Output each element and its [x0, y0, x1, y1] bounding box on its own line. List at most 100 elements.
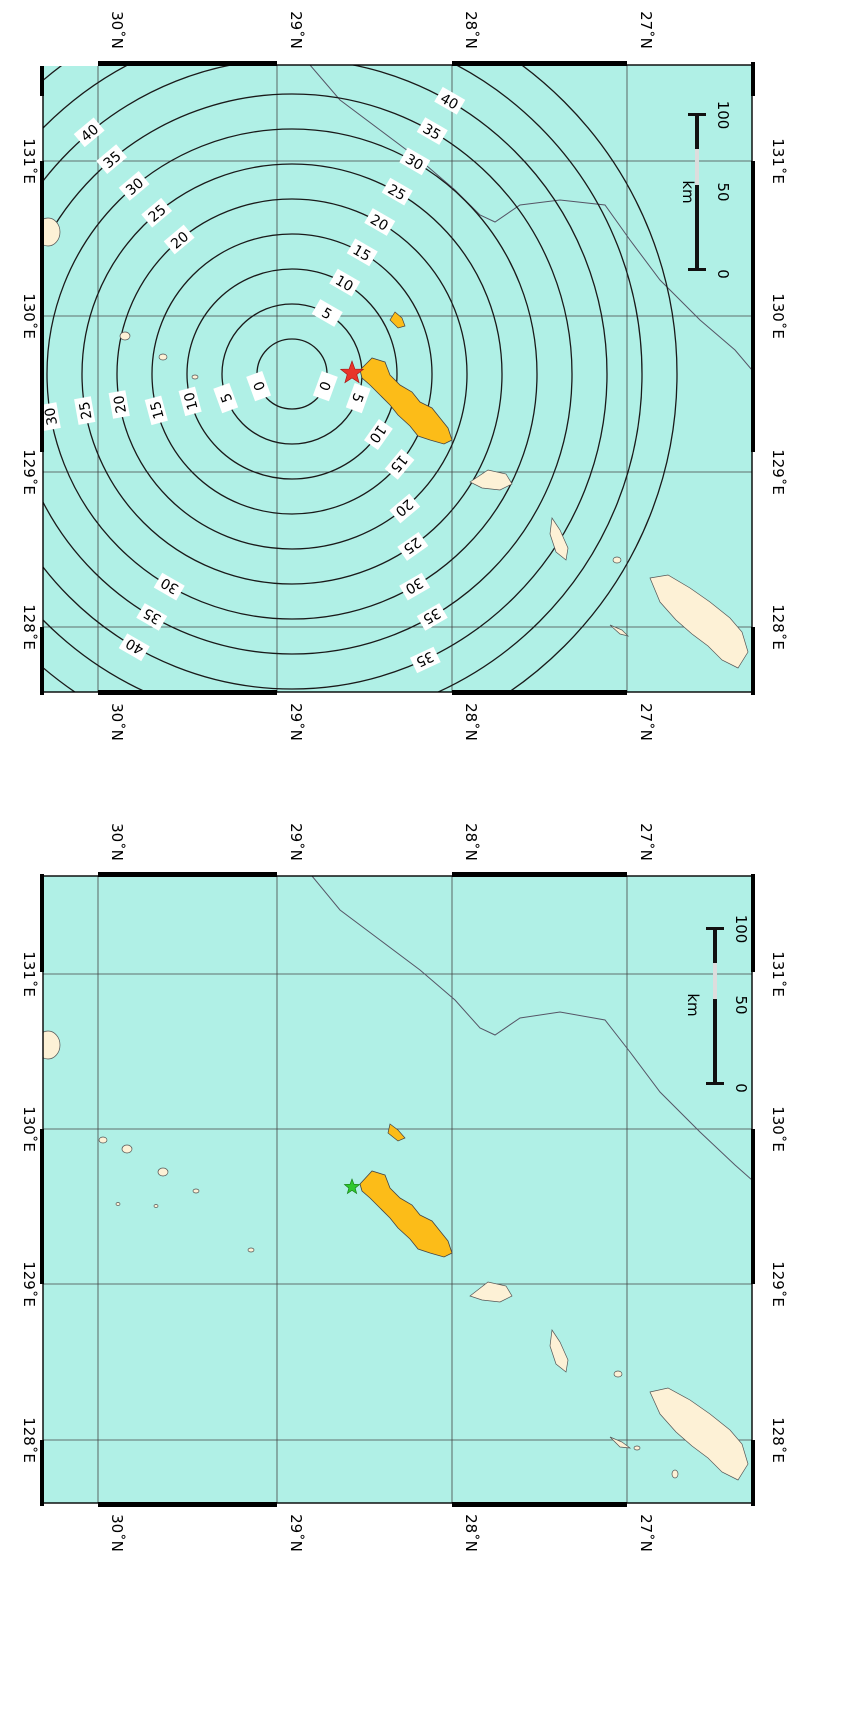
scale-tick-0: 0: [714, 269, 732, 279]
lon-label-right: 131˚E: [769, 138, 787, 184]
scale-tick-100: 100: [714, 101, 732, 130]
contour-label: 20: [364, 208, 396, 236]
lon-label-left: 130˚E: [20, 293, 38, 339]
contour-label: 40: [118, 633, 150, 662]
svg-text:20: 20: [367, 212, 390, 235]
lat-label-top: 27˚N: [637, 11, 655, 49]
contour-label: 5: [311, 299, 343, 327]
contour-ring: [81, 163, 503, 585]
svg-text:40: 40: [437, 91, 460, 114]
contour-label: 25: [74, 396, 96, 425]
lon-label-left: 128˚E: [20, 1417, 38, 1463]
contour-ring: [151, 233, 433, 515]
frame-border: [40, 872, 755, 1507]
map-panel-top: 0 05 5510101015151520202020252525253030303…: [40, 61, 755, 695]
map-panel-bottom: km 0 50 100: [40, 872, 755, 1507]
lat-label-bottom-edge: 29˚N: [287, 1514, 305, 1552]
contour-label: 35: [409, 646, 441, 674]
contour-ring: [43, 65, 608, 690]
lon-label-left: 131˚E: [20, 951, 38, 997]
svg-text:30: 30: [402, 574, 425, 597]
scale-tick-50: 50: [714, 182, 732, 201]
highlighted-island: [359, 1170, 453, 1258]
lon-label-right: 130˚E: [769, 1106, 787, 1152]
graticule: [43, 876, 752, 1503]
svg-text:35: 35: [420, 121, 443, 144]
lat-label-top: 28˚N: [462, 823, 480, 861]
contour-label: 15: [144, 395, 168, 426]
lat-label-bottom-edge: 28˚N: [462, 1514, 480, 1552]
epicenter-star: [339, 360, 365, 384]
contour-label: 40: [434, 86, 466, 115]
scale-bar: km 0 50 100: [679, 101, 732, 279]
contour-label: 5: [213, 382, 239, 414]
contour-ring: [43, 93, 573, 655]
lat-label-bottom-edge: 30˚N: [108, 1514, 126, 1552]
highlighted-island: [387, 1123, 406, 1142]
lat-label-bottom-edge: 27˚N: [637, 703, 655, 741]
lon-label-right: 129˚E: [769, 449, 787, 495]
contour-labels: 0 05 5510101015151520202020252525253030303…: [42, 86, 466, 674]
contour-label: 30: [153, 572, 185, 601]
svg-text:35: 35: [420, 604, 443, 627]
contour-ring: [186, 268, 398, 480]
svg-text:10: 10: [332, 273, 355, 296]
lon-label-left: 130˚E: [20, 1106, 38, 1152]
contour-label: 30: [399, 147, 431, 176]
lon-label-left: 131˚E: [20, 138, 38, 184]
svg-text:25: 25: [77, 400, 96, 420]
trench-line: [311, 876, 752, 1181]
lon-label-right: 131˚E: [769, 951, 787, 997]
contour-label: 20: [108, 390, 130, 419]
lat-label-top: 30˚N: [108, 823, 126, 861]
islands: [43, 217, 749, 669]
sea-area: [43, 876, 752, 1503]
contour-label: 10: [329, 268, 361, 297]
contour-label: 35: [136, 603, 168, 631]
lat-label-bottom-edge: 29˚N: [287, 703, 305, 741]
lat-label-top: 29˚N: [287, 11, 305, 49]
contour-label: 15: [346, 238, 378, 267]
scale-tick-0: 0: [732, 1083, 750, 1093]
svg-text:35: 35: [413, 648, 436, 670]
svg-text:35: 35: [141, 604, 164, 627]
contour-label: 0: [312, 371, 338, 402]
contour-ring: [116, 198, 468, 550]
lat-label-top: 27˚N: [637, 823, 655, 861]
lat-label-top: 29˚N: [287, 823, 305, 861]
svg-text:15: 15: [350, 242, 373, 265]
lat-label-bottom-edge: 30˚N: [108, 703, 126, 741]
lat-label-top: 30˚N: [108, 11, 126, 49]
islands: [43, 1030, 749, 1481]
trench-line: [309, 65, 752, 371]
svg-text:30: 30: [42, 406, 61, 426]
scale-tick-100: 100: [732, 915, 750, 944]
contour-label: 25: [381, 177, 413, 206]
scale-bar: km 0 50 100: [684, 915, 750, 1093]
lon-label-right: 128˚E: [769, 604, 787, 650]
svg-text:10: 10: [182, 390, 202, 411]
lon-label-left: 129˚E: [20, 449, 38, 495]
axis-labels-bottom: 30˚N 29˚N 28˚N 27˚N 30˚N 29˚N 28˚N 27˚N …: [20, 823, 787, 1552]
scale-unit: km: [679, 180, 697, 203]
lat-label-bottom-edge: 27˚N: [637, 1514, 655, 1552]
contour-label: 35: [416, 117, 448, 145]
lon-label-left: 129˚E: [20, 1261, 38, 1307]
svg-text:25: 25: [385, 182, 408, 205]
contour-label: 0: [246, 371, 272, 402]
lat-label-bottom-edge: 28˚N: [462, 703, 480, 741]
highlighted-island: [359, 357, 453, 445]
contour-ring: [43, 65, 678, 692]
contour-label: 35: [416, 603, 448, 631]
contour-label: 30: [42, 402, 61, 431]
epicenter-star: [343, 1178, 361, 1195]
svg-text:30: 30: [158, 574, 181, 597]
contour-label: 5: [345, 382, 371, 414]
svg-text:15: 15: [148, 399, 168, 420]
lon-label-left: 128˚E: [20, 604, 38, 650]
contour-ring: [46, 128, 538, 620]
scale-tick-50: 50: [732, 995, 750, 1014]
contour-label: 30: [399, 572, 431, 601]
contour-label: 10: [178, 386, 202, 417]
